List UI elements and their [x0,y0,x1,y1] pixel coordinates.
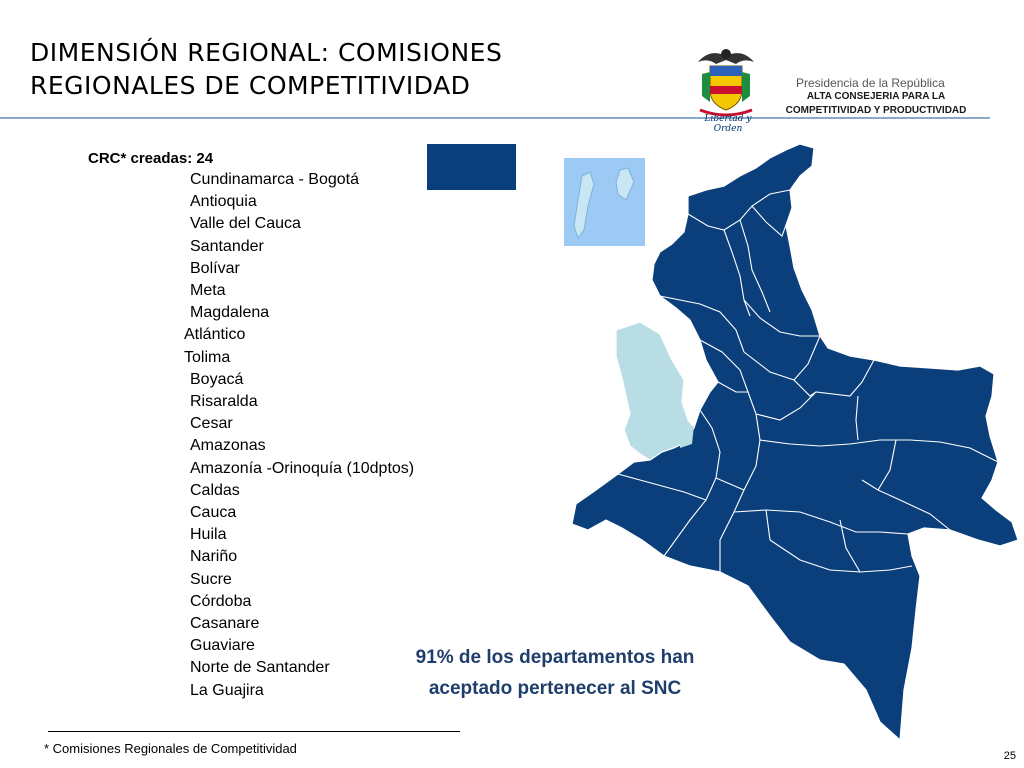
list-item: Magdalena [190,304,270,321]
list-item: Sucre [190,571,232,588]
footnote-divider [48,731,460,732]
callout-line2: aceptado pertenecer al SNC [428,678,682,699]
title-divider [0,117,990,119]
callout-text: 91% de los departamentos han aceptado pe… [370,642,740,704]
consejeria-line1: ALTA CONSEJERIA PARA LA [806,91,946,102]
slide-title-line2: REGIONALES DE COMPETITIVIDAD [30,71,471,100]
list-item: Cundinamarca - Bogotá [190,171,359,188]
list-item: Nariño [190,548,238,565]
consejeria-label: ALTA CONSEJERIA PARA LA COMPETITIVIDAD Y… [766,90,986,118]
list-item: La Guajira [190,682,264,699]
legend-swatch [427,144,516,190]
list-item: Valle del Cauca [190,215,301,232]
coat-of-arms-icon [698,49,754,117]
list-item: Atlántico [184,326,246,343]
map-borders [617,189,999,587]
crc-heading: CRC* creadas: 24 [88,150,214,167]
list-item: Casanare [190,615,260,632]
list-item: Meta [190,282,226,299]
list-item: Guaviare [190,637,255,654]
list-item: Bolívar [190,260,240,277]
crest-motto: Libertad y Orden [704,114,752,134]
list-item: Amazonas [190,437,266,454]
island-san-andres [573,171,595,240]
list-item: Córdoba [190,593,252,610]
list-item: Santander [190,238,264,255]
list-item: Risaralda [190,393,258,410]
consejeria-line2: COMPETITIVIDAD Y PRODUCTIVIDAD [785,105,967,116]
list-item: Cesar [190,415,233,432]
slide-title-line1: DIMENSIÓN REGIONAL: COMISIONES [30,38,503,67]
map-region-mainland [571,143,1019,742]
list-item: Antioquia [190,193,257,210]
slide-title: DIMENSIÓN REGIONAL: COMISIONES REGIONALE… [30,36,630,102]
callout-line1: 91% de los departamentos han [415,647,695,668]
list-item: Norte de Santander [190,659,330,676]
list-item: Amazonía -Orinoquía (10dptos) [190,460,415,477]
footnote: * Comisiones Regionales de Competitivida… [44,741,297,756]
map-region-coast-patch [680,426,694,448]
list-item: Caldas [190,482,240,499]
page-number: 25 [1003,750,1016,762]
list-item: Tolima [184,349,231,366]
list-item: Cauca [190,504,237,521]
presidencia-label: Presidencia de la República [796,76,945,90]
list-item: Huila [190,526,227,543]
list-item: Boyacá [190,371,244,388]
island-providencia [615,167,635,201]
